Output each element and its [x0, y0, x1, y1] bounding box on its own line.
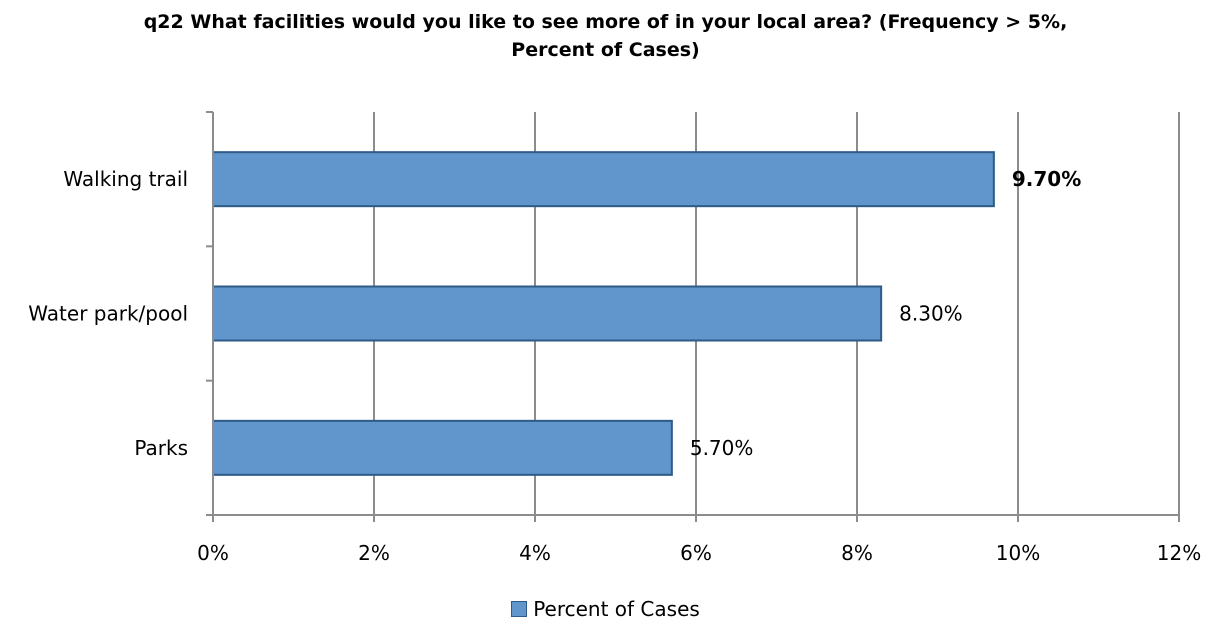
- axes: [206, 111, 1180, 522]
- x-tick-label: 4%: [519, 541, 551, 565]
- chart-title-line-2: Percent of Cases): [511, 39, 700, 61]
- x-tick-label: 6%: [680, 541, 712, 565]
- bar-2: [212, 419, 673, 476]
- labels: Walking trail 9.70% Water park/pool 8.30% Pa…: [28, 167, 1201, 565]
- category-label: Water park/pool: [28, 302, 188, 326]
- x-tick-label: 0%: [197, 541, 229, 565]
- legend: Percent of Cases: [0, 596, 1211, 622]
- data-label: 5.70%: [690, 436, 754, 460]
- x-tick-label: 2%: [358, 541, 390, 565]
- category-label: Walking trail: [63, 167, 188, 191]
- x-tick-label: 10%: [996, 541, 1040, 565]
- category-label: Parks: [134, 436, 188, 460]
- bar-1: [212, 285, 883, 342]
- chart-title: q22 What facilities would you like to se…: [0, 8, 1211, 64]
- bars: [212, 151, 995, 476]
- bar-0: [212, 151, 995, 208]
- x-tick-label: 8%: [841, 541, 873, 565]
- legend-swatch: [511, 601, 528, 617]
- chart-title-line-1: q22 What facilities would you like to se…: [143, 11, 1068, 33]
- x-tick-label: 12%: [1157, 541, 1201, 565]
- data-label: 8.30%: [899, 302, 963, 326]
- data-label: 9.70%: [1012, 167, 1081, 191]
- legend-label: Percent of Cases: [533, 597, 700, 621]
